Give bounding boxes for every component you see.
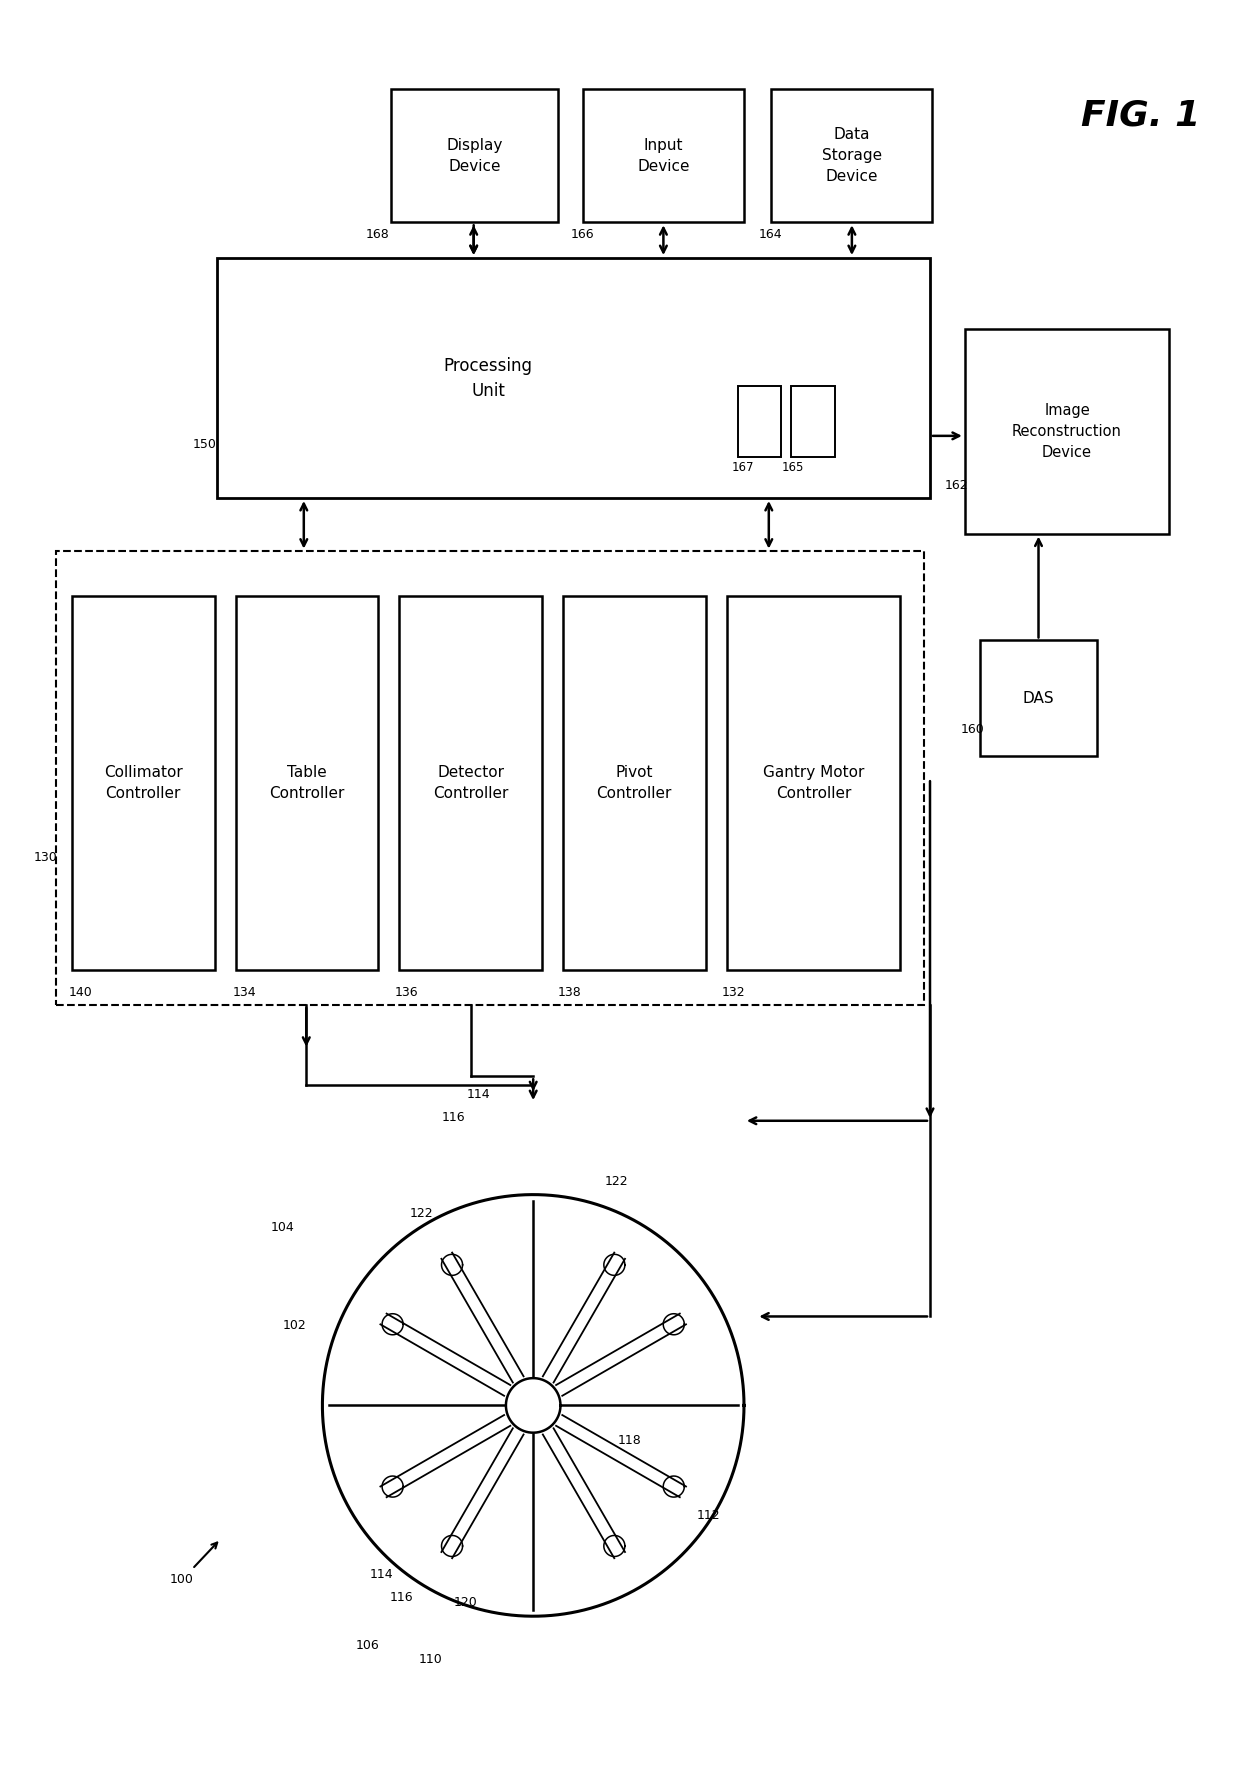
Text: Processing
Unit: Processing Unit <box>444 356 532 400</box>
Text: 162: 162 <box>945 479 968 493</box>
Text: 116: 116 <box>441 1110 465 1124</box>
Text: 150: 150 <box>192 438 216 452</box>
Text: 138: 138 <box>558 986 582 1000</box>
FancyBboxPatch shape <box>965 329 1169 534</box>
FancyBboxPatch shape <box>217 258 930 498</box>
Text: FIG. 1: FIG. 1 <box>1081 98 1200 133</box>
FancyBboxPatch shape <box>399 596 542 970</box>
FancyBboxPatch shape <box>738 386 781 457</box>
Text: 168: 168 <box>366 228 389 242</box>
Text: DAS: DAS <box>1023 690 1054 706</box>
Text: Gantry Motor
Controller: Gantry Motor Controller <box>763 765 864 801</box>
FancyBboxPatch shape <box>727 596 900 970</box>
Text: Pivot
Controller: Pivot Controller <box>596 765 672 801</box>
FancyBboxPatch shape <box>391 89 558 222</box>
Text: 165: 165 <box>781 461 804 475</box>
Text: 140: 140 <box>68 986 92 1000</box>
Text: 164: 164 <box>759 228 782 242</box>
Text: 112: 112 <box>697 1509 720 1523</box>
FancyBboxPatch shape <box>72 596 215 970</box>
Text: 130: 130 <box>33 850 57 865</box>
Text: 122: 122 <box>605 1174 629 1188</box>
Text: 104: 104 <box>270 1220 294 1235</box>
Text: 160: 160 <box>961 722 985 737</box>
Text: Input
Device: Input Device <box>637 137 689 174</box>
FancyBboxPatch shape <box>236 596 378 970</box>
Text: 116: 116 <box>389 1590 413 1605</box>
Text: 132: 132 <box>722 986 745 1000</box>
FancyBboxPatch shape <box>583 89 744 222</box>
FancyBboxPatch shape <box>563 596 706 970</box>
Text: 110: 110 <box>419 1653 443 1667</box>
Text: 114: 114 <box>370 1567 393 1582</box>
Text: 134: 134 <box>233 986 257 1000</box>
Text: Image
Reconstruction
Device: Image Reconstruction Device <box>1012 402 1122 461</box>
FancyBboxPatch shape <box>980 640 1097 756</box>
Text: 100: 100 <box>170 1573 193 1587</box>
Text: 114: 114 <box>466 1087 490 1101</box>
Text: 136: 136 <box>394 986 418 1000</box>
Polygon shape <box>506 1379 560 1432</box>
Text: Data
Storage
Device: Data Storage Device <box>822 126 882 185</box>
Text: 166: 166 <box>570 228 594 242</box>
Text: 102: 102 <box>283 1318 306 1332</box>
Text: Collimator
Controller: Collimator Controller <box>104 765 182 801</box>
Text: Table
Controller: Table Controller <box>269 765 345 801</box>
Text: 120: 120 <box>454 1596 477 1610</box>
Text: 118: 118 <box>618 1434 641 1448</box>
Text: 122: 122 <box>409 1206 433 1220</box>
Text: 106: 106 <box>356 1638 379 1653</box>
FancyBboxPatch shape <box>791 386 835 457</box>
Text: Detector
Controller: Detector Controller <box>433 765 508 801</box>
Text: 167: 167 <box>732 461 754 475</box>
FancyBboxPatch shape <box>771 89 932 222</box>
Text: Display
Device: Display Device <box>446 137 502 174</box>
